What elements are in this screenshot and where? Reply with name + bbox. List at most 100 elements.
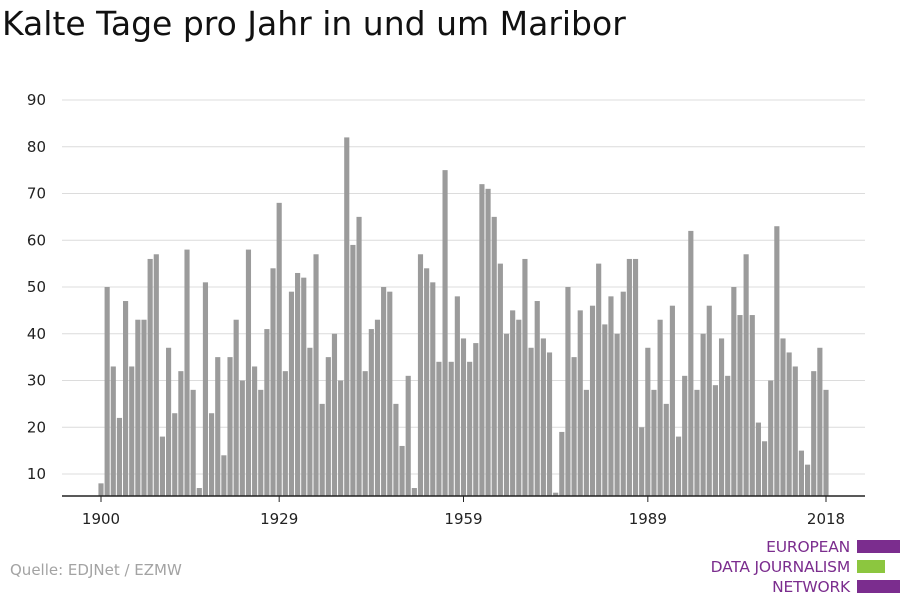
bar[interactable]: [288, 291, 295, 496]
bar[interactable]: [116, 417, 123, 496]
bar[interactable]: [632, 258, 639, 496]
bar[interactable]: [442, 170, 448, 496]
bar[interactable]: [565, 287, 571, 496]
bar[interactable]: [528, 347, 534, 496]
bar[interactable]: [411, 488, 417, 496]
bar[interactable]: [454, 296, 460, 496]
bar[interactable]: [510, 310, 516, 496]
bar[interactable]: [245, 249, 252, 496]
bar[interactable]: [811, 371, 817, 496]
bar[interactable]: [344, 137, 350, 496]
bar[interactable]: [307, 347, 313, 496]
bar[interactable]: [227, 357, 233, 496]
bar[interactable]: [694, 389, 700, 496]
bar[interactable]: [534, 301, 540, 496]
bar[interactable]: [381, 287, 387, 496]
bar[interactable]: [399, 445, 405, 496]
bar[interactable]: [589, 305, 596, 496]
bar[interactable]: [141, 319, 147, 496]
bar[interactable]: [602, 324, 608, 496]
bar[interactable]: [338, 380, 344, 497]
bar[interactable]: [436, 361, 442, 496]
bar[interactable]: [473, 343, 479, 496]
bar[interactable]: [798, 450, 804, 496]
bar[interactable]: [135, 319, 141, 496]
bar[interactable]: [460, 338, 467, 496]
bar[interactable]: [184, 249, 190, 496]
bar[interactable]: [313, 254, 319, 496]
bar[interactable]: [123, 301, 129, 496]
bar[interactable]: [172, 413, 178, 496]
bar[interactable]: [387, 291, 393, 496]
bar[interactable]: [749, 315, 755, 496]
bar[interactable]: [761, 441, 768, 496]
bar[interactable]: [467, 361, 473, 496]
bar[interactable]: [731, 287, 737, 496]
bar[interactable]: [264, 329, 270, 496]
bar[interactable]: [221, 455, 227, 496]
bar[interactable]: [546, 352, 553, 496]
bar[interactable]: [479, 184, 485, 496]
bar[interactable]: [663, 403, 669, 496]
bar[interactable]: [516, 319, 522, 496]
bar[interactable]: [270, 268, 276, 496]
bar[interactable]: [804, 464, 811, 496]
bar[interactable]: [258, 389, 264, 496]
bar[interactable]: [780, 338, 786, 496]
bar[interactable]: [98, 483, 104, 496]
bar[interactable]: [491, 216, 497, 496]
bar[interactable]: [417, 254, 424, 496]
bar[interactable]: [430, 282, 436, 496]
bar[interactable]: [553, 492, 559, 496]
bar[interactable]: [147, 258, 153, 496]
bar[interactable]: [786, 352, 792, 496]
bar[interactable]: [577, 310, 583, 496]
bar[interactable]: [737, 315, 743, 496]
bar[interactable]: [718, 338, 725, 496]
bar[interactable]: [178, 371, 184, 496]
bar[interactable]: [405, 375, 411, 496]
bar[interactable]: [159, 436, 166, 496]
bar[interactable]: [792, 366, 798, 496]
bar[interactable]: [725, 375, 731, 496]
bar[interactable]: [620, 291, 626, 496]
bar[interactable]: [239, 380, 245, 497]
bar[interactable]: [350, 244, 356, 496]
bar[interactable]: [743, 254, 749, 496]
bar[interactable]: [675, 436, 682, 496]
bar[interactable]: [153, 254, 159, 496]
bar[interactable]: [712, 385, 718, 496]
bar[interactable]: [233, 319, 239, 496]
bar[interactable]: [485, 188, 491, 496]
bar[interactable]: [374, 319, 381, 496]
bar[interactable]: [356, 216, 362, 496]
bar[interactable]: [129, 366, 135, 496]
bar[interactable]: [669, 305, 675, 496]
bar[interactable]: [503, 333, 510, 496]
bar[interactable]: [682, 375, 688, 496]
bar[interactable]: [614, 333, 620, 496]
bar[interactable]: [700, 333, 706, 496]
bar[interactable]: [424, 268, 430, 496]
bar[interactable]: [608, 296, 614, 496]
bar[interactable]: [301, 277, 307, 496]
bar[interactable]: [583, 389, 589, 496]
bar[interactable]: [368, 329, 374, 496]
bar[interactable]: [540, 338, 546, 496]
bar[interactable]: [110, 366, 116, 496]
bar[interactable]: [755, 422, 761, 496]
bar[interactable]: [166, 347, 172, 496]
bar[interactable]: [645, 347, 651, 496]
bar[interactable]: [215, 357, 221, 496]
bar[interactable]: [190, 389, 196, 496]
bar[interactable]: [209, 413, 215, 496]
bar[interactable]: [295, 272, 301, 496]
bar[interactable]: [823, 389, 829, 496]
bar[interactable]: [571, 357, 577, 496]
bar[interactable]: [706, 305, 712, 496]
bar[interactable]: [448, 361, 454, 496]
bar[interactable]: [325, 357, 331, 496]
bar[interactable]: [596, 263, 602, 496]
bar[interactable]: [319, 403, 325, 496]
bar[interactable]: [774, 226, 780, 496]
